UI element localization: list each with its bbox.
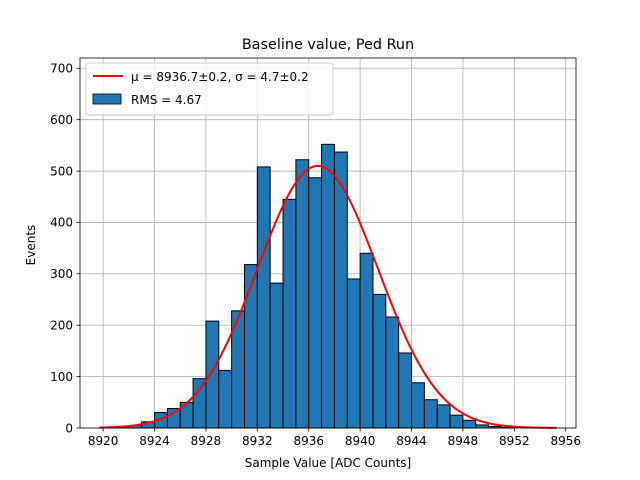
histogram-bar	[218, 369, 233, 429]
x-tick-label: 8948	[448, 434, 479, 448]
legend-rms-label: RMS = 4.67	[131, 93, 202, 107]
x-axis-label: Sample Value [ADC Counts]	[245, 456, 411, 470]
x-tick-label: 8920	[88, 434, 119, 448]
histogram-bar	[243, 264, 258, 429]
x-tick-label: 8936	[293, 434, 324, 448]
x-axis-ticks: 8920 8924 8928 8932 8936 8940 8944 8948 8952 8956	[88, 428, 581, 448]
histogram-bar	[462, 419, 477, 429]
y-axis-label: Events	[24, 225, 38, 266]
y-tick-label: 600	[50, 113, 73, 127]
histogram-bar	[295, 159, 310, 429]
y-tick-label: 200	[50, 319, 73, 333]
x-tick-label: 8952	[499, 434, 530, 448]
histogram-bar	[423, 399, 438, 429]
histogram-bar	[321, 143, 335, 429]
histogram-bar	[166, 407, 181, 429]
histogram-bar	[346, 278, 361, 429]
histogram-bar	[436, 404, 451, 429]
x-tick-label: 8956	[550, 434, 581, 448]
legend: μ = 8936.7±0.2, σ = 4.7±0.2 RMS = 4.67	[85, 62, 334, 116]
histogram-bar	[205, 320, 220, 429]
x-tick-label: 8940	[345, 434, 376, 448]
x-tick-label: 8944	[396, 434, 427, 448]
histogram-bar	[385, 316, 400, 429]
x-tick-label: 8924	[139, 434, 170, 448]
histogram-bar	[256, 166, 271, 429]
histogram-bar	[411, 382, 425, 429]
histogram-bar	[308, 177, 323, 429]
histogram-bar	[269, 282, 284, 429]
legend-rms-swatch	[92, 93, 122, 105]
y-tick-label: 0	[65, 421, 73, 435]
y-tick-label: 300	[50, 267, 73, 281]
histogram-bar	[372, 293, 387, 429]
legend-fit-label: μ = 8936.7±0.2, σ = 4.7±0.2	[131, 70, 309, 84]
legend-box	[85, 62, 334, 116]
x-tick-label: 8928	[191, 434, 222, 448]
histogram-bar	[359, 252, 374, 429]
y-tick-label: 400	[50, 216, 73, 230]
histogram-bar	[449, 414, 464, 429]
plot-frame	[79, 57, 577, 429]
y-tick-label: 100	[50, 370, 73, 384]
gaussian-fit-curve	[99, 164, 557, 429]
y-axis-ticks: 0 100 200 300 400 500 600 700	[50, 62, 80, 435]
histogram-bar	[192, 378, 207, 429]
histogram-bar	[475, 424, 490, 429]
chart-title: Baseline value, Ped Run	[242, 37, 414, 53]
y-tick-label: 500	[50, 164, 73, 178]
x-tick-label: 8932	[242, 434, 273, 448]
histogram-bar	[282, 198, 297, 429]
y-tick-label: 700	[50, 62, 73, 76]
histogram-bar	[398, 352, 413, 429]
